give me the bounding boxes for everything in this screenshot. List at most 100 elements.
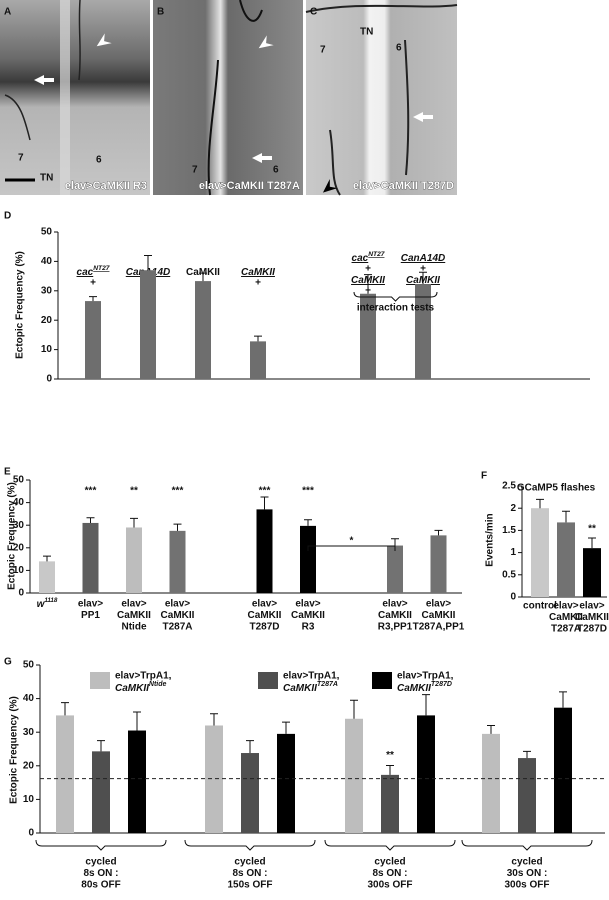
bar — [583, 548, 601, 597]
legend-label: elav>TrpA1, — [397, 671, 454, 682]
x-tick-label: CaMKII — [575, 612, 609, 623]
x-tick-label: cacNT27 — [77, 265, 110, 277]
x-tick-label: elav> — [295, 599, 320, 610]
comparison-label: * — [350, 536, 354, 547]
label-text: CaMKII — [241, 267, 275, 278]
y-tick-label: 0 — [28, 828, 34, 839]
panel-letter: G — [4, 657, 12, 668]
error-bar — [523, 750, 531, 759]
x-tick-label: 300s OFF — [504, 880, 549, 891]
group-bracket — [324, 839, 456, 851]
bar — [554, 707, 572, 833]
bar — [381, 774, 399, 833]
y-axis-label: Ectopic Frequency (%) — [7, 482, 18, 590]
label-superscript: Ntide — [149, 681, 167, 688]
error-bar — [133, 711, 141, 731]
bar — [417, 715, 435, 833]
error-bar — [246, 740, 254, 754]
arrow — [252, 153, 272, 163]
x-tick-label: T287A — [162, 622, 192, 633]
error-bar — [97, 740, 105, 752]
bar — [85, 301, 101, 379]
significance-label: *** — [85, 486, 97, 497]
label-superscript: NT27 — [368, 251, 385, 258]
x-tick-label: CaMKII — [117, 610, 151, 621]
arrow — [413, 112, 433, 122]
label-text: CaMKII — [283, 683, 317, 694]
x-tick-label: + — [365, 264, 371, 275]
x-tick-label: elav> — [78, 599, 103, 610]
x-tick-label: w1118 — [37, 597, 58, 609]
panel-letter: C — [310, 7, 317, 18]
x-tick-label: CaMKII — [161, 610, 195, 621]
x-tick-label: CanA14D — [401, 253, 445, 264]
y-tick-label: 50 — [41, 227, 53, 238]
label-text: CaMKII — [115, 683, 149, 694]
bar — [415, 284, 431, 379]
bar — [140, 270, 156, 379]
region-label: 6 — [273, 165, 279, 176]
legend-swatch — [372, 672, 392, 689]
error-bar — [536, 498, 544, 509]
significance-label: ** — [588, 524, 596, 535]
label-superscript: T287A — [317, 681, 338, 688]
region-label: 7 — [320, 45, 326, 56]
y-tick-label: 1 — [510, 547, 516, 558]
bar — [250, 341, 266, 379]
panel-caption: elav>CaMKII T287A — [199, 180, 300, 192]
y-tick-label: 0.5 — [502, 569, 516, 580]
chart-title: GCaMP5 flashes — [517, 483, 596, 494]
x-tick-label: CaMKII — [549, 612, 583, 623]
y-tick-label: 2 — [510, 503, 516, 514]
x-tick-label: + — [420, 264, 426, 275]
y-axis-label: Events/min — [485, 513, 496, 566]
x-tick-label: 8s ON : — [83, 868, 118, 879]
x-tick-label: cacNT27 — [352, 251, 385, 263]
bar — [92, 751, 110, 833]
bar — [126, 527, 142, 593]
label-text: CaMKII — [186, 267, 220, 278]
comparison-bracket — [307, 545, 396, 551]
significance-label: *** — [172, 486, 184, 497]
bar — [241, 753, 259, 833]
y-tick-label: 10 — [13, 565, 25, 576]
y-tick-label: 2.5 — [502, 481, 516, 492]
y-tick-label: 0 — [18, 588, 24, 599]
panel-letter: F — [481, 471, 487, 482]
nerve — [4, 0, 81, 141]
bar — [531, 508, 549, 597]
label-text: CaMKII — [397, 683, 431, 694]
y-tick-label: 10 — [23, 794, 35, 805]
error-bar — [588, 537, 596, 549]
bar — [518, 758, 536, 833]
label-text: CanA14D — [401, 253, 445, 264]
nerve — [207, 0, 263, 196]
bar — [300, 525, 316, 593]
y-tick-label: 20 — [23, 760, 35, 771]
error-bar — [350, 699, 358, 719]
x-tick-label: elav> — [165, 599, 190, 610]
y-tick-label: 10 — [41, 344, 53, 355]
x-tick-label: 150s OFF — [227, 880, 272, 891]
region-label: TN — [40, 173, 53, 184]
bar — [56, 715, 74, 833]
error-bar — [43, 555, 51, 562]
region-label: 7 — [192, 165, 198, 176]
error-bar — [130, 517, 138, 528]
micrograph-c — [306, 0, 457, 195]
x-tick-label: PP1 — [81, 610, 100, 621]
y-tick-label: 20 — [41, 315, 53, 326]
x-tick-label: T287A,PP1 — [413, 622, 465, 633]
label-superscript: T287D — [431, 681, 452, 688]
error-bar — [304, 519, 312, 526]
y-tick-label: 20 — [13, 542, 25, 553]
label-superscript: NT27 — [93, 265, 110, 272]
legend-label: CaMKIIT287A — [283, 681, 338, 693]
micrographs — [0, 0, 458, 196]
y-tick-label: 50 — [13, 475, 25, 486]
error-bar — [86, 517, 95, 523]
x-tick-label: + — [90, 278, 96, 289]
y-tick-label: 30 — [23, 727, 35, 738]
micrograph-a — [0, 0, 150, 195]
x-tick-label: CaMKII — [291, 610, 325, 621]
